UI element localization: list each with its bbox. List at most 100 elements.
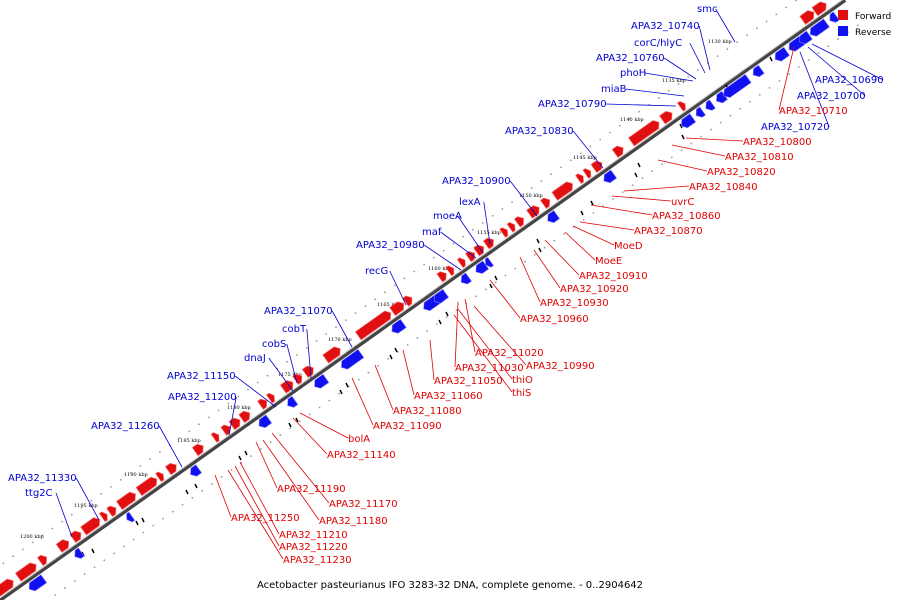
track-dot xyxy=(462,235,465,238)
track-dot xyxy=(785,6,787,9)
track-dot xyxy=(122,545,125,548)
track-dot xyxy=(41,534,44,537)
track-dot xyxy=(589,145,592,148)
forward-gene-arrow xyxy=(80,517,101,536)
reverse-gene-arrow xyxy=(695,106,706,118)
track-dot xyxy=(152,524,155,527)
forward-gene-label: APA32_10930 xyxy=(540,298,609,309)
track-dot xyxy=(413,270,416,273)
forward-gene-label: uvrC xyxy=(671,197,694,208)
track-dot xyxy=(563,232,565,235)
reverse-gene-label: lexA xyxy=(459,197,481,208)
reverse-gene-arrow xyxy=(723,73,752,98)
genome-backbone-highlight xyxy=(0,0,844,599)
forward-gene-label: MoeD xyxy=(614,241,643,252)
reverse-gene-label: APA32_11330 xyxy=(8,473,77,484)
tick-mark xyxy=(681,134,685,140)
leader-line xyxy=(286,343,298,384)
forward-gene-arrow xyxy=(354,310,392,341)
track-dot xyxy=(149,458,152,460)
leader-line xyxy=(715,8,736,43)
track-dot xyxy=(328,399,331,402)
track-dot xyxy=(543,246,546,249)
leader-line xyxy=(544,239,580,276)
leader-line xyxy=(572,225,615,246)
forward-gene-arrow xyxy=(539,197,551,209)
tick-mark xyxy=(288,422,292,428)
leader-line xyxy=(623,185,690,192)
tick-mark xyxy=(769,56,773,62)
reverse-gene-label: phoH xyxy=(620,68,646,79)
legend-reverse-label: Reverse xyxy=(855,28,892,38)
track-dot xyxy=(827,45,830,48)
track-dot xyxy=(472,228,474,231)
forward-gene-arrow xyxy=(436,271,447,283)
reverse-gene-arrow xyxy=(433,288,450,304)
track-dot xyxy=(74,580,76,582)
track-dot xyxy=(514,267,517,270)
track-dot xyxy=(569,159,572,162)
track-dot xyxy=(54,594,57,596)
forward-gene-label: APA32_11250 xyxy=(231,513,300,524)
track-dot xyxy=(220,476,223,478)
track-dot xyxy=(579,152,582,155)
track-dot xyxy=(524,260,526,263)
forward-gene-arrow xyxy=(464,250,476,263)
leader-line xyxy=(685,137,744,142)
track-dot xyxy=(719,121,722,124)
track-dot xyxy=(207,416,210,419)
forward-gene-label: APA32_11190 xyxy=(277,484,346,495)
track-dot xyxy=(93,566,96,569)
reverse-gene-arrow xyxy=(287,395,299,408)
forward-gene-label: APA32_11220 xyxy=(279,542,348,553)
track-dot xyxy=(778,80,781,82)
leader-line xyxy=(228,396,237,436)
track-dot xyxy=(344,319,347,321)
track-dot xyxy=(592,212,595,214)
forward-gene-arrow xyxy=(551,181,573,201)
track-dot xyxy=(308,413,311,416)
reverse-gene-label: APA32_10740 xyxy=(631,21,700,32)
leader-line xyxy=(214,474,232,518)
track-dot xyxy=(178,437,181,440)
tick-label: 1170 kbp xyxy=(328,337,352,343)
forward-gene-label: APA32_11180 xyxy=(319,516,388,527)
reverse-gene-arrow xyxy=(126,511,136,523)
reverse-gene-label: APA32_10900 xyxy=(442,176,511,187)
reverse-gene-arrow xyxy=(829,11,840,23)
reverse-gene-arrow xyxy=(809,18,830,37)
forward-gene-arrow xyxy=(499,227,509,238)
track-dot xyxy=(12,555,15,558)
track-dot xyxy=(504,274,507,277)
leader-line xyxy=(158,425,183,468)
reverse-gene-arrow xyxy=(258,414,273,429)
reverse-gene-arrow xyxy=(341,348,365,370)
track-dot xyxy=(162,517,164,520)
reverse-gene-arrow xyxy=(774,46,790,62)
leader-line xyxy=(234,465,280,547)
tick-mark xyxy=(438,319,442,325)
track-dot xyxy=(416,337,419,339)
track-dot xyxy=(775,13,778,16)
forward-gene-arrow xyxy=(611,145,624,158)
leader-line xyxy=(389,270,407,306)
track-dot xyxy=(749,100,751,103)
forward-gene-label: APA32_10960 xyxy=(520,314,589,325)
track-dot xyxy=(697,69,699,71)
leader-line xyxy=(611,195,672,202)
reverse-gene-label: APA32_11200 xyxy=(168,392,237,403)
track-dot xyxy=(475,295,477,298)
track-dot xyxy=(393,284,396,287)
leader-line xyxy=(811,43,884,81)
reverse-gene-label: APA32_10690 xyxy=(815,75,884,86)
forward-gene-arrow xyxy=(238,410,251,424)
forward-gene-arrow xyxy=(389,301,405,317)
reverse-gene-arrow xyxy=(603,169,618,184)
track-dot xyxy=(129,472,132,474)
track-dot xyxy=(64,587,66,589)
reverse-gene-arrow xyxy=(460,272,472,285)
forward-gene-arrow xyxy=(210,432,220,443)
forward-gene-arrow xyxy=(799,10,815,25)
leader-line xyxy=(689,42,706,74)
reverse-gene-label: APA32_10700 xyxy=(797,91,866,102)
